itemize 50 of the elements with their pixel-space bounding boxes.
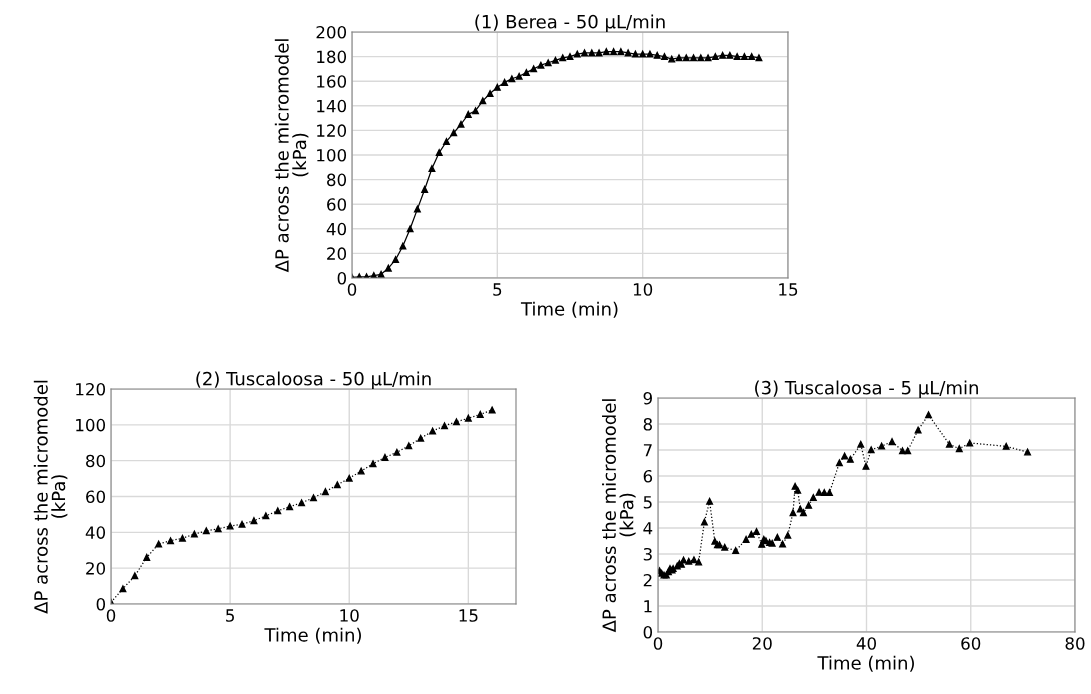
y-tick-label: 5 bbox=[643, 496, 652, 509]
y-tick-label: 0 bbox=[337, 271, 347, 285]
y-tick-label: 100 bbox=[317, 148, 347, 162]
x-tick-label: 15 bbox=[779, 283, 798, 296]
x-tick-label: 0 bbox=[347, 283, 357, 296]
y-tick-label: 0 bbox=[643, 625, 653, 639]
chart-title: (3) Tuscaloosa - 5 µL/min bbox=[755, 380, 978, 398]
x-tick-label: 15 bbox=[459, 609, 478, 622]
y-tick-label: 180 bbox=[317, 50, 347, 64]
x-tick-label: 40 bbox=[856, 637, 876, 650]
y-tick-label: 7 bbox=[643, 444, 652, 457]
y-tick-label: 1 bbox=[644, 600, 652, 613]
y-tick-label: 80 bbox=[327, 173, 347, 187]
y-tick-label: 9 bbox=[643, 391, 652, 405]
y-tick-label: 2 bbox=[643, 573, 652, 587]
y-tick-label: 40 bbox=[326, 222, 347, 236]
y-tick-label: 80 bbox=[86, 454, 106, 468]
x-axis-title: Time (min) bbox=[520, 301, 618, 318]
x-tick-label: 0 bbox=[106, 609, 116, 622]
y-tick-label: 160 bbox=[317, 75, 347, 88]
x-tick-label: 10 bbox=[633, 283, 653, 296]
x-axis-title: Time (min) bbox=[264, 627, 361, 644]
x-tick-label: 0 bbox=[653, 637, 663, 650]
y-tick-label: 120 bbox=[317, 124, 347, 137]
chart-title: (2) Tuscaloosa - 50 µL/min bbox=[196, 371, 431, 389]
x-axis-title: Time (min) bbox=[817, 655, 914, 672]
y-tick-label: 120 bbox=[76, 382, 106, 396]
y-tick-label: 4 bbox=[643, 522, 653, 535]
x-tick-label: 80 bbox=[1065, 637, 1085, 650]
y-tick-label: 0 bbox=[96, 597, 106, 611]
y-tick-label: 60 bbox=[86, 490, 106, 504]
x-tick-label: 5 bbox=[493, 283, 502, 296]
y-tick-label: 20 bbox=[86, 562, 106, 575]
y-tick-label: 6 bbox=[643, 469, 653, 483]
y-axis-title: ΔP across the micromodel (kPa) bbox=[33, 380, 68, 614]
y-tick-label: 3 bbox=[643, 547, 652, 561]
y-tick-label: 60 bbox=[327, 198, 347, 211]
y-tick-label: 200 bbox=[316, 25, 347, 39]
x-tick-label: 10 bbox=[340, 609, 359, 622]
y-tick-label: 140 bbox=[317, 99, 347, 113]
x-tick-label: 5 bbox=[226, 609, 234, 622]
y-tick-label: 100 bbox=[76, 418, 106, 432]
y-axis-title: ΔP across the micromodel (kPa) bbox=[274, 39, 309, 273]
chart-title: (1) Berea - 50 µL/min bbox=[475, 14, 665, 32]
y-tick-label: 8 bbox=[643, 417, 652, 431]
y-tick-label: 40 bbox=[85, 526, 106, 539]
y-axis-title: ΔP across the micromodel (kPa) bbox=[602, 399, 636, 633]
x-tick-label: 20 bbox=[752, 637, 772, 650]
x-tick-label: 60 bbox=[961, 637, 981, 650]
y-tick-label: 20 bbox=[327, 247, 347, 260]
